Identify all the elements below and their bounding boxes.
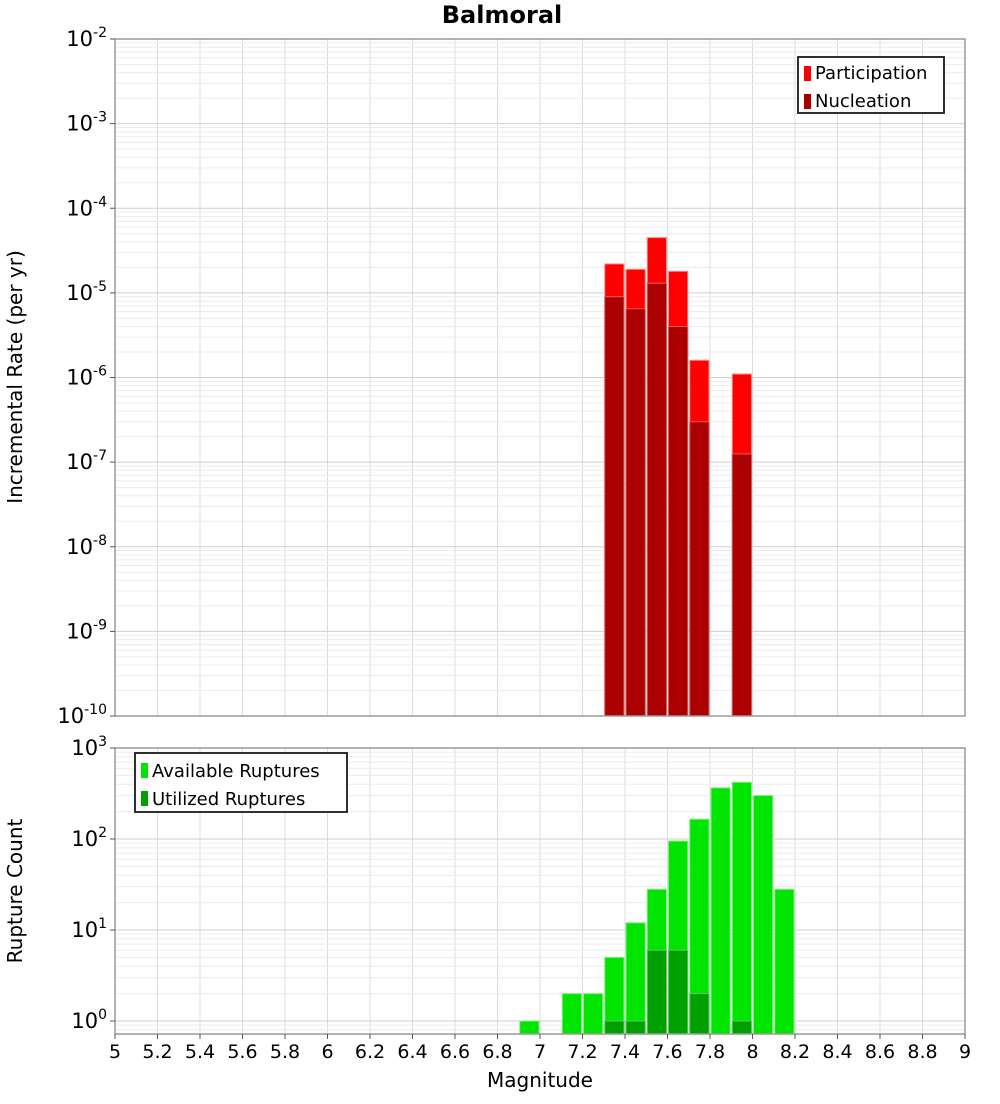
bar (625, 1020, 646, 1035)
available-ruptures-swatch (141, 763, 148, 778)
bar (668, 949, 689, 1035)
chart-title: Balmoral (442, 1, 562, 29)
bar (689, 993, 710, 1035)
y-tick-label: 10-9 (66, 617, 107, 643)
bar (625, 308, 646, 717)
y-tick-label: 10-4 (66, 194, 107, 220)
bar (753, 795, 774, 1035)
utilized-ruptures-swatch (141, 791, 148, 806)
y-tick-label: 100 (71, 1007, 107, 1033)
x-tick-label: 7.6 (652, 1041, 682, 1063)
count-legend: Available Ruptures Utilized Ruptures (134, 752, 348, 813)
x-tick-label: 6.4 (397, 1041, 427, 1063)
y-tick-label: 103 (71, 734, 107, 760)
utilized-ruptures-legend-label: Utilized Ruptures (152, 789, 305, 810)
y-tick-label: 101 (71, 916, 107, 942)
x-tick-label: 8 (746, 1041, 758, 1063)
rate-legend-box (797, 56, 945, 114)
x-tick-label: 7 (534, 1041, 546, 1063)
bar (668, 326, 689, 717)
x-tick-label: 7.4 (610, 1041, 640, 1063)
bar (731, 453, 752, 717)
x-tick-label: 8.4 (822, 1041, 852, 1063)
bar (689, 421, 710, 717)
count-y-axis-label: Rupture Count (3, 818, 27, 963)
x-tick-label: 6.6 (440, 1041, 470, 1063)
x-tick-label: 5 (109, 1041, 121, 1063)
y-tick-label: 10-10 (57, 702, 107, 728)
y-tick-label: 10-5 (66, 279, 107, 305)
bar (604, 296, 625, 717)
bar (774, 888, 795, 1035)
x-tick-label: 7.8 (695, 1041, 725, 1063)
rate-y-axis-label: Incremental Rate (per yr) (3, 250, 27, 504)
y-tick-label: 10-7 (66, 448, 107, 474)
bar (646, 282, 667, 717)
x-tick-label: 5.6 (227, 1041, 257, 1063)
x-tick-label: 6 (321, 1041, 333, 1063)
y-tick-label: 10-6 (66, 364, 107, 390)
bar (604, 1020, 625, 1035)
x-tick-label: 8.2 (780, 1041, 810, 1063)
bar (710, 787, 731, 1035)
bar (646, 949, 667, 1035)
bar (625, 922, 646, 1035)
count-legend-box (134, 752, 348, 813)
bar (561, 993, 582, 1035)
x-axis-label: Magnitude (487, 1068, 593, 1092)
rate-plot: 10-10 10-9 10-8 10-7 10-6 10-5 10-4 10-3 10-2 (57, 25, 966, 728)
x-tick-label: 6.8 (482, 1041, 512, 1063)
bar (731, 1020, 752, 1035)
x-tick-label: 7.2 (567, 1041, 597, 1063)
nucleation-legend-label: Nucleation (815, 91, 911, 112)
x-tick-label: 9 (959, 1041, 971, 1063)
x-tick-label: 5.2 (142, 1041, 172, 1063)
rate-legend: Participation Nucleation (797, 56, 945, 114)
x-tick-label: 5.4 (185, 1041, 215, 1063)
bar (519, 1020, 540, 1035)
y-tick-label: 10-2 (66, 25, 107, 51)
bar (583, 993, 604, 1035)
y-tick-label: 102 (71, 825, 107, 851)
participation-legend-label: Participation (815, 63, 927, 84)
nucleation-swatch (804, 94, 811, 109)
y-tick-label: 10-3 (66, 110, 107, 136)
y-tick-label: 10-8 (66, 533, 107, 559)
participation-swatch (804, 66, 811, 81)
available-ruptures-legend-label: Available Ruptures (152, 761, 320, 782)
bar (731, 781, 752, 1035)
x-tick-label: 8.8 (907, 1041, 937, 1063)
x-tick-label: 5.8 (270, 1041, 300, 1063)
x-tick-label: 6.2 (355, 1041, 385, 1063)
x-tick-label: 8.6 (865, 1041, 895, 1063)
